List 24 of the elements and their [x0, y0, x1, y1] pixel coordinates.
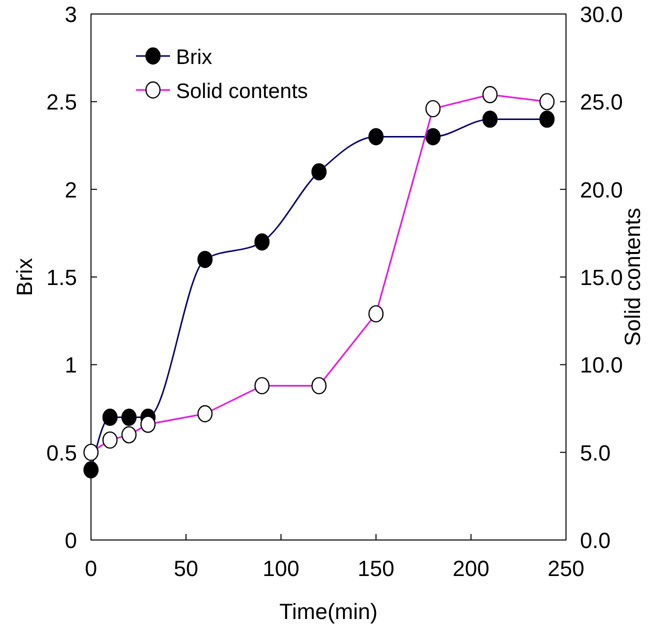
x-axis-title: Time(min) — [279, 599, 378, 624]
y-axis-title: Brix — [12, 258, 37, 296]
y-tick-label: 2 — [64, 177, 77, 202]
x-tick-label: 250 — [548, 556, 584, 581]
x-tick-label: 50 — [174, 556, 198, 581]
y2-tick-label: 0.0 — [580, 528, 611, 553]
legend-label: Solid contents — [176, 80, 308, 103]
y2-tick-label: 30.0 — [580, 2, 623, 27]
y2-tick-label: 10.0 — [580, 352, 623, 378]
y-tick-label: 0 — [64, 528, 77, 553]
x-tick-label: 150 — [358, 556, 394, 581]
y2-tick-label: 20.0 — [580, 177, 623, 202]
y-tick-label: 1.5 — [46, 265, 77, 290]
y-tick-label: 2.5 — [46, 90, 77, 115]
y-tick-label: 1 — [64, 352, 77, 378]
legend-label: Brix — [176, 46, 213, 69]
x-tick-label: 200 — [452, 556, 490, 581]
y2-tick-label: 5.0 — [580, 440, 611, 466]
y-tick-label: 3 — [64, 2, 77, 27]
y2-tick-label: 15.0 — [580, 265, 623, 290]
y-tick-label: 0.5 — [46, 440, 77, 466]
x-tick-label: 100 — [262, 556, 300, 581]
x-tick-label: 0 — [84, 556, 98, 581]
y2-tick-label: 25.0 — [580, 90, 623, 115]
